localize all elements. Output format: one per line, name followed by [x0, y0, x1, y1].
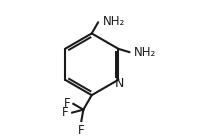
- Text: NH₂: NH₂: [133, 46, 156, 59]
- Text: F: F: [63, 97, 70, 110]
- Text: N: N: [114, 77, 124, 90]
- Text: NH₂: NH₂: [103, 14, 125, 27]
- Text: F: F: [62, 106, 69, 119]
- Text: F: F: [78, 124, 85, 137]
